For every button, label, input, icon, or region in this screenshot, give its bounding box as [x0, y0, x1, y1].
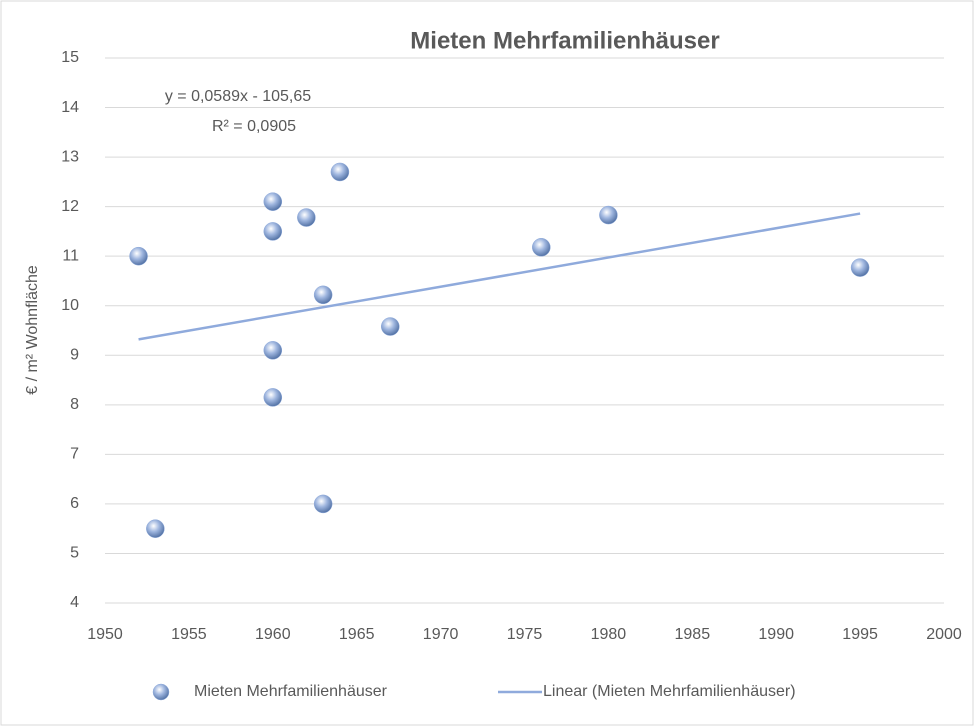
legend-label: Mieten Mehrfamilienhäuser [194, 683, 388, 700]
y-tick-label: 6 [70, 495, 79, 512]
point [263, 341, 283, 360]
x-tick-label: 1950 [87, 626, 123, 643]
y-tick-label: 5 [70, 545, 79, 562]
y-tick-label: 10 [61, 297, 79, 314]
point [330, 162, 350, 182]
point [313, 494, 333, 514]
x-tick-label: 1995 [842, 626, 878, 643]
y-tick-label: 7 [70, 446, 79, 463]
point [263, 222, 283, 241]
point [532, 238, 551, 257]
y-tick-label: 15 [61, 49, 79, 66]
trend-equation: y = 0,0589x - 105,65 [165, 88, 311, 105]
legend-label: Linear (Mieten Mehrfamilienhäuser) [543, 683, 796, 700]
y-tick-label: 4 [70, 594, 79, 611]
x-tick-label: 1990 [758, 626, 794, 643]
x-tick-label: 2000 [926, 626, 962, 643]
x-tick-label: 1970 [423, 626, 459, 643]
trend-r2: R² = 0,0905 [212, 118, 296, 135]
trendline [138, 212, 861, 341]
point [850, 258, 870, 277]
y-tick-label: 11 [62, 247, 79, 264]
legend-marker [152, 683, 170, 701]
x-tick-label: 1980 [591, 626, 627, 643]
y-tick-label: 13 [61, 148, 79, 165]
x-tick-label: 1985 [675, 626, 711, 643]
point [381, 317, 400, 336]
point [599, 205, 618, 225]
point [129, 246, 148, 266]
x-tick-label: 1975 [507, 626, 543, 643]
y-axis-label: € / m² Wohnfläche [24, 265, 41, 395]
y-tick-label: 12 [61, 198, 79, 215]
point [313, 285, 333, 305]
point [263, 192, 283, 211]
y-tick-label: 14 [61, 99, 79, 116]
chart-title: Mieten Mehrfamilienhäuser [410, 27, 719, 54]
y-tick-label: 8 [70, 396, 79, 413]
y-tick-label: 9 [70, 346, 79, 363]
x-tick-label: 1965 [339, 626, 375, 643]
x-tick-label: 1960 [255, 626, 291, 643]
point [146, 519, 165, 538]
point [263, 388, 283, 407]
point [297, 208, 316, 227]
x-tick-label: 1955 [171, 626, 207, 643]
